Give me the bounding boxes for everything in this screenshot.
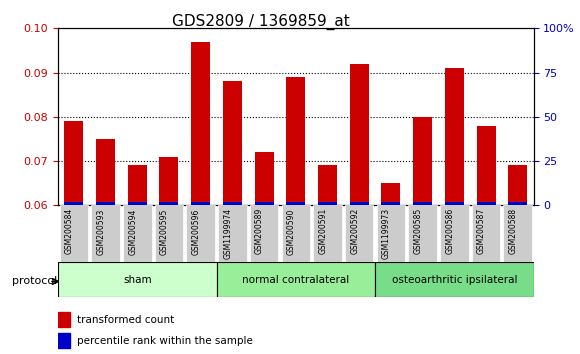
Text: GDS2809 / 1369859_at: GDS2809 / 1369859_at xyxy=(172,14,350,30)
Text: GSM200593: GSM200593 xyxy=(96,208,106,255)
Bar xyxy=(223,202,242,205)
FancyBboxPatch shape xyxy=(218,205,246,262)
Bar xyxy=(318,165,337,205)
Text: GSM200584: GSM200584 xyxy=(65,208,74,255)
Bar xyxy=(191,202,210,205)
Bar xyxy=(191,42,210,205)
FancyBboxPatch shape xyxy=(345,205,374,262)
Bar xyxy=(382,202,400,205)
Bar xyxy=(477,126,495,205)
Bar xyxy=(58,312,70,327)
Bar xyxy=(477,202,495,205)
Bar xyxy=(445,202,464,205)
Bar xyxy=(128,202,147,205)
Bar xyxy=(64,202,84,205)
FancyBboxPatch shape xyxy=(216,262,375,297)
Bar xyxy=(413,117,432,205)
FancyBboxPatch shape xyxy=(313,205,342,262)
Bar xyxy=(160,202,179,205)
Bar xyxy=(255,152,274,205)
FancyBboxPatch shape xyxy=(155,205,183,262)
Bar xyxy=(350,202,369,205)
Bar xyxy=(445,68,464,205)
FancyBboxPatch shape xyxy=(91,205,120,262)
Text: GSM200595: GSM200595 xyxy=(160,208,169,255)
Bar xyxy=(255,202,274,205)
Text: GSM200586: GSM200586 xyxy=(445,208,454,255)
Text: GSM200594: GSM200594 xyxy=(128,208,137,255)
Bar xyxy=(413,202,432,205)
Text: GSM200596: GSM200596 xyxy=(191,208,201,255)
Bar xyxy=(96,202,115,205)
Bar xyxy=(350,64,369,205)
Bar xyxy=(64,121,84,205)
Text: GSM1199974: GSM1199974 xyxy=(223,208,233,259)
FancyBboxPatch shape xyxy=(250,205,278,262)
Bar xyxy=(287,202,305,205)
Text: protocol: protocol xyxy=(12,276,57,286)
Text: GSM200585: GSM200585 xyxy=(414,208,423,255)
Text: GSM1199973: GSM1199973 xyxy=(382,208,391,259)
Text: sham: sham xyxy=(123,275,151,285)
Bar xyxy=(223,81,242,205)
Text: GSM200589: GSM200589 xyxy=(255,208,264,255)
Text: normal contralateral: normal contralateral xyxy=(242,275,349,285)
Text: GSM200591: GSM200591 xyxy=(318,208,328,255)
Text: GSM200590: GSM200590 xyxy=(287,208,296,255)
FancyBboxPatch shape xyxy=(60,205,88,262)
Bar xyxy=(318,202,337,205)
Text: osteoarthritic ipsilateral: osteoarthritic ipsilateral xyxy=(392,275,517,285)
Bar xyxy=(508,165,527,205)
Bar xyxy=(287,77,305,205)
Text: GSM200588: GSM200588 xyxy=(509,208,518,254)
FancyBboxPatch shape xyxy=(440,205,469,262)
FancyBboxPatch shape xyxy=(58,262,216,297)
Text: GSM200587: GSM200587 xyxy=(477,208,486,255)
Text: percentile rank within the sample: percentile rank within the sample xyxy=(77,336,253,346)
FancyBboxPatch shape xyxy=(375,262,534,297)
Bar xyxy=(508,202,527,205)
FancyBboxPatch shape xyxy=(376,205,405,262)
Bar xyxy=(160,157,179,205)
FancyBboxPatch shape xyxy=(281,205,310,262)
FancyBboxPatch shape xyxy=(186,205,215,262)
Text: GSM200592: GSM200592 xyxy=(350,208,359,255)
Bar xyxy=(96,139,115,205)
FancyBboxPatch shape xyxy=(503,205,532,262)
FancyBboxPatch shape xyxy=(123,205,151,262)
Bar xyxy=(58,333,70,348)
Bar xyxy=(128,165,147,205)
FancyBboxPatch shape xyxy=(472,205,501,262)
Bar xyxy=(382,183,400,205)
Text: transformed count: transformed count xyxy=(77,315,174,325)
FancyBboxPatch shape xyxy=(408,205,437,262)
